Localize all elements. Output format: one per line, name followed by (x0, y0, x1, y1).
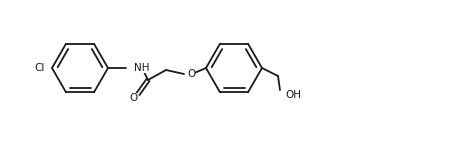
Text: OH: OH (285, 90, 301, 100)
Text: O: O (187, 69, 195, 79)
Text: NH: NH (134, 63, 149, 73)
Text: Cl: Cl (35, 63, 45, 73)
Text: O: O (129, 93, 137, 103)
